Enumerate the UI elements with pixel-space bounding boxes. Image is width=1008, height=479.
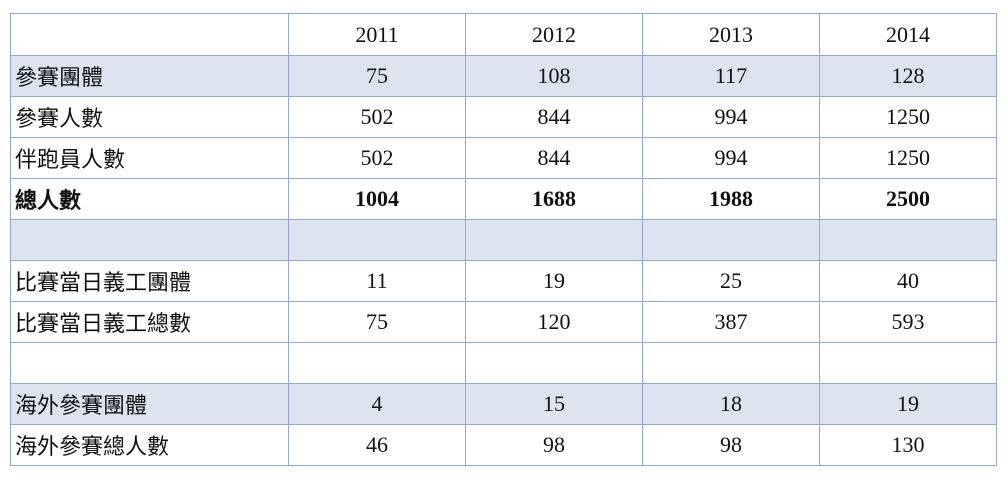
spacer-row	[10, 219, 997, 261]
data-row: 比賽當日義工團體 11 19 25 40	[10, 260, 997, 302]
empty-cell	[642, 342, 820, 384]
value-cell: 593	[819, 301, 997, 343]
row-label: 海外參賽團體	[10, 383, 289, 425]
value-cell: 19	[465, 260, 643, 302]
empty-cell	[819, 342, 997, 384]
header-row: 2011 2012 2013 2014	[10, 13, 997, 56]
value-cell: 502	[288, 96, 466, 138]
header-cell: 2012	[465, 13, 643, 56]
value-cell: 1004	[288, 178, 466, 220]
value-cell: 25	[642, 260, 820, 302]
value-cell: 75	[288, 301, 466, 343]
row-label: 比賽當日義工團體	[10, 260, 289, 302]
data-row: 海外參賽團體 4 15 18 19	[10, 383, 997, 425]
data-row: 海外參賽總人數 46 98 98 130	[10, 424, 997, 466]
value-cell: 4	[288, 383, 466, 425]
value-cell: 2500	[819, 178, 997, 220]
row-label: 參賽團體	[10, 55, 289, 97]
empty-cell	[465, 219, 643, 261]
row-label: 比賽當日義工總數	[10, 301, 289, 343]
spacer-row	[10, 342, 997, 384]
value-cell: 130	[819, 424, 997, 466]
value-cell: 46	[288, 424, 466, 466]
value-cell: 15	[465, 383, 643, 425]
header-cell: 2014	[819, 13, 997, 56]
value-cell: 98	[642, 424, 820, 466]
value-cell: 120	[465, 301, 643, 343]
value-cell: 844	[465, 137, 643, 179]
empty-cell	[642, 219, 820, 261]
value-cell: 502	[288, 137, 466, 179]
value-cell: 128	[819, 55, 997, 97]
value-cell: 1250	[819, 137, 997, 179]
value-cell: 994	[642, 137, 820, 179]
row-label: 總人數	[10, 178, 289, 220]
value-cell: 75	[288, 55, 466, 97]
header-cell: 2011	[288, 13, 466, 56]
empty-cell	[10, 342, 289, 384]
data-row: 參賽團體 75 108 117 128	[10, 55, 997, 97]
row-label: 參賽人數	[10, 96, 289, 138]
data-row: 伴跑員人數 502 844 994 1250	[10, 137, 997, 179]
data-table: 2011 2012 2013 2014 參賽團體 75 108 117 128 參賽人數 5…	[10, 13, 997, 466]
value-cell: 11	[288, 260, 466, 302]
value-cell: 40	[819, 260, 997, 302]
value-cell: 18	[642, 383, 820, 425]
empty-cell	[288, 219, 466, 261]
value-cell: 117	[642, 55, 820, 97]
data-row: 比賽當日義工總數 75 120 387 593	[10, 301, 997, 343]
value-cell: 994	[642, 96, 820, 138]
data-row: 總人數 1004 1688 1988 2500	[10, 178, 997, 220]
value-cell: 844	[465, 96, 643, 138]
empty-cell	[465, 342, 643, 384]
value-cell: 108	[465, 55, 643, 97]
header-cell: 2013	[642, 13, 820, 56]
empty-cell	[288, 342, 466, 384]
table-body: 2011 2012 2013 2014 參賽團體 75 108 117 128 參賽人數 5…	[10, 13, 997, 466]
value-cell: 1988	[642, 178, 820, 220]
row-label: 海外參賽總人數	[10, 424, 289, 466]
value-cell: 19	[819, 383, 997, 425]
value-cell: 387	[642, 301, 820, 343]
empty-cell	[10, 219, 289, 261]
corner-cell	[10, 13, 289, 56]
value-cell: 1688	[465, 178, 643, 220]
empty-cell	[819, 219, 997, 261]
value-cell: 98	[465, 424, 643, 466]
data-row: 參賽人數 502 844 994 1250	[10, 96, 997, 138]
value-cell: 1250	[819, 96, 997, 138]
row-label: 伴跑員人數	[10, 137, 289, 179]
